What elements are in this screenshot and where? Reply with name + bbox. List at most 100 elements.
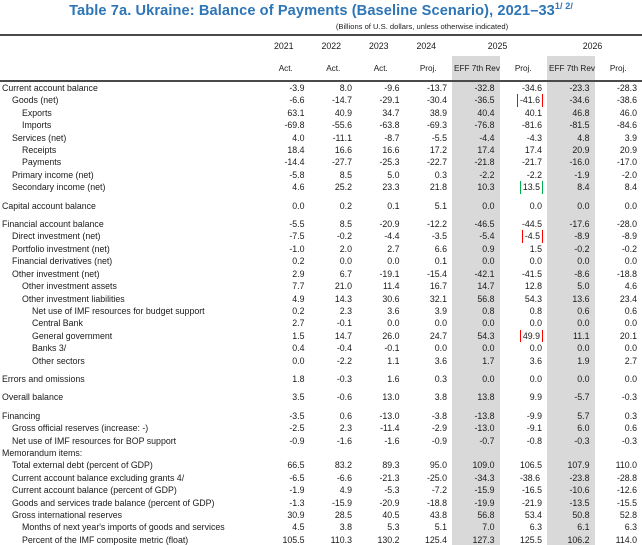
- row-label: Other investment liabilities: [22, 293, 125, 304]
- row-label: Overall balance: [2, 392, 64, 403]
- cell-value: 16.6: [334, 145, 352, 156]
- column-subheader-act: Act.: [278, 63, 293, 73]
- cell-value: -9.1: [526, 423, 543, 434]
- cell-value: 0.0: [434, 343, 447, 354]
- cell-value: -4.5: [500, 230, 548, 243]
- table-row: Net use of IMF resources for BOP support…: [0, 435, 642, 447]
- row-label: Receipts: [22, 145, 57, 156]
- cell-value: 0.0: [624, 343, 638, 354]
- cell-value: -18.8: [426, 497, 447, 508]
- cell-value: -5.8: [289, 169, 305, 180]
- table-row: Banks 3/0.4 -0.4 -0.1 0.0 0.0 0.0 0.0 0.0: [0, 342, 642, 354]
- cell-value: 2.0: [339, 243, 352, 254]
- cell-value: -0.3: [574, 435, 590, 446]
- table-row: Memorandum items:: [0, 447, 642, 459]
- cell-value: 0.6: [624, 305, 638, 316]
- table-title-footnote-markers: 1/ 2/: [554, 1, 573, 12]
- cell-value: 0.9: [482, 243, 495, 254]
- cell-value: 1.9: [577, 355, 590, 366]
- cell-value: 0.0: [624, 256, 638, 267]
- scenario-header-row: Act. Act. Act. Proj. EFF 7th Review Proj. EFF …: [0, 56, 642, 81]
- cell-value: -23.8: [569, 472, 590, 483]
- cell-value: [310, 447, 358, 459]
- cell-value: 8.5: [339, 169, 352, 180]
- cell-value: -4.3: [526, 132, 543, 143]
- cell-value: 13.0: [382, 392, 400, 403]
- cell-value: 17.2: [429, 145, 447, 156]
- row-label: Capital account balance: [2, 200, 96, 211]
- cell-value: 20.9: [619, 145, 638, 156]
- cell-value: -21.3: [379, 472, 400, 483]
- cell-value: 54.3: [477, 330, 495, 341]
- cell-value: -2.2: [479, 169, 495, 180]
- row-label: Portfolio investment (net): [12, 243, 110, 254]
- cell-value: -0.1: [336, 318, 352, 329]
- cell-value: -13.0: [379, 410, 400, 421]
- cell-value: -0.3: [621, 435, 638, 446]
- cell-value: 2.3: [339, 423, 352, 434]
- cell-value: -2.0: [621, 169, 638, 180]
- cell-value: -84.6: [616, 120, 638, 131]
- cell-value: 3.6: [434, 355, 447, 366]
- cell-value: -27.7: [331, 157, 352, 168]
- cell-value: 0.6: [339, 410, 352, 421]
- cell-value: 40.1: [524, 107, 543, 118]
- cell-value: -1.3: [289, 497, 305, 508]
- cell-value: 56.8: [477, 510, 495, 520]
- column-subheader-eff-7th-review: EFF 7th Review: [549, 63, 595, 73]
- balance-of-payments-table: 2021 2022 2023 2024 2025 2026 Act. Act. Act. Pro…: [0, 34, 642, 545]
- cell-value: 106.2: [567, 534, 590, 545]
- cell-value: 1.5: [292, 330, 305, 341]
- cell-value: 14.7: [477, 281, 495, 292]
- cell-value: 13.6: [572, 293, 590, 304]
- cell-value: -14.7: [331, 95, 352, 106]
- cell-value: 13.8: [477, 392, 495, 403]
- cell-value: 0.0: [339, 256, 352, 267]
- highlight-red-box: -4.5: [521, 230, 544, 243]
- row-label: Net use of IMF resources for budget supp…: [32, 305, 205, 316]
- cell-value: 12.8: [524, 281, 543, 292]
- cell-value: -38.6: [616, 95, 638, 106]
- year-header-row: 2021 2022 2023 2024 2025 2026: [0, 34, 642, 56]
- row-label: Goods and services trade balance (percen…: [12, 497, 215, 508]
- cell-value: -5.5: [289, 219, 305, 230]
- cell-value: 0.0: [292, 355, 305, 366]
- cell-value: 1.1: [387, 355, 400, 366]
- cell-value: -2.9: [431, 423, 447, 434]
- cell-value: -81.5: [569, 120, 590, 131]
- cell-value: -42.1: [474, 268, 495, 279]
- cell-value: -1.0: [289, 243, 305, 254]
- cell-value: [262, 447, 310, 459]
- cell-value: -5.3: [384, 485, 400, 496]
- table-row: Errors and omissions 1.8 -0.3 1.6 0.3 0.0 0.0 0…: [0, 367, 642, 385]
- cell-value: -1.6: [336, 435, 352, 446]
- cell-value: 0.0: [624, 318, 638, 329]
- cell-value: -38.6: [500, 472, 548, 484]
- cell-value: -7.2: [431, 485, 447, 496]
- cell-value: -28.0: [616, 219, 638, 230]
- cell-value: -20.9: [379, 497, 400, 508]
- row-label: Central Bank: [32, 318, 83, 329]
- row-label: General government: [32, 330, 113, 341]
- table-header: 2021 2022 2023 2024 2025 2026 Act. Act. Act. Pro…: [0, 34, 642, 81]
- cell-value: 26.0: [382, 330, 400, 341]
- cell-value: 130.2: [377, 534, 400, 545]
- cell-value: -25.0: [426, 472, 447, 483]
- cell-value: -4.4: [479, 132, 495, 143]
- cell-value: -15.9: [474, 485, 495, 496]
- table-row: Other investment liabilities 4.9 14.3 30.6 3…: [0, 293, 642, 305]
- cell-value: -8.7: [384, 132, 400, 143]
- cell-value: 5.0: [387, 169, 400, 180]
- row-label: Services (net): [12, 132, 67, 143]
- cell-value: 0.0: [482, 343, 495, 354]
- cell-value: 5.0: [577, 281, 590, 292]
- cell-value: -8.6: [574, 268, 590, 279]
- cell-value: 54.3: [524, 293, 543, 304]
- cell-value: 4.5: [292, 522, 305, 533]
- cell-value: 30.6: [382, 293, 400, 304]
- row-label: Other sectors: [32, 355, 85, 366]
- cell-value: -5.7: [574, 392, 590, 403]
- cell-value: 23.4: [619, 293, 638, 304]
- cell-value: -25.3: [379, 157, 400, 168]
- cell-value: -22.7: [426, 157, 447, 168]
